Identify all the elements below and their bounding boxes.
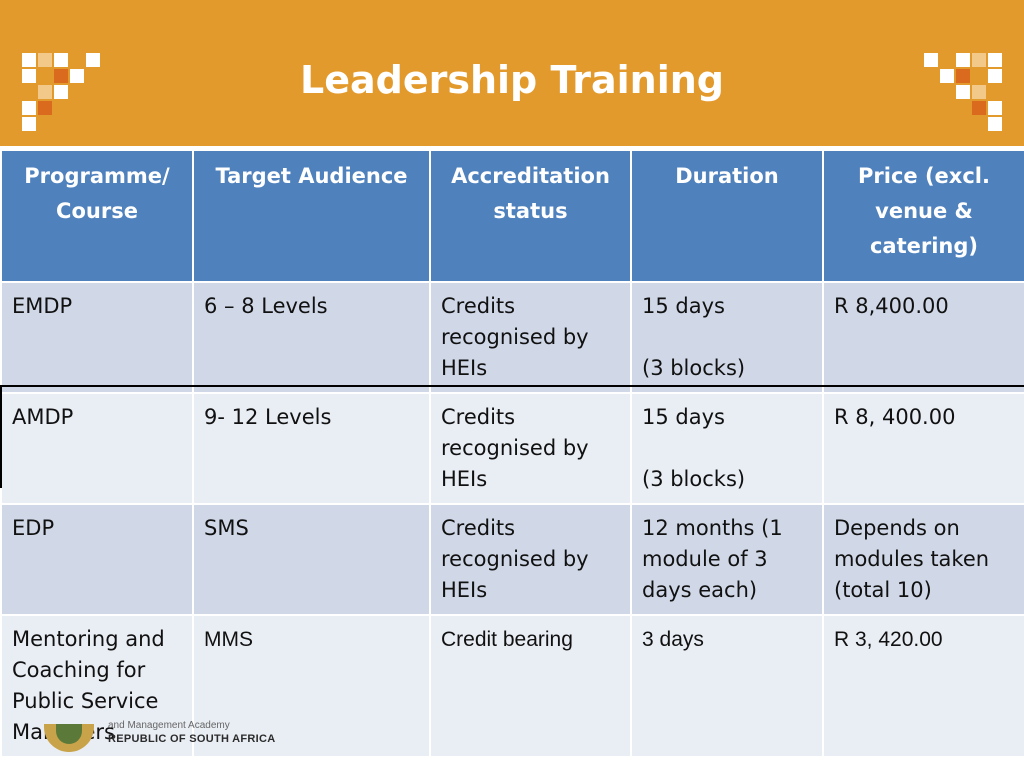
- table-row: AMDP 9- 12 Levels Credits recognised by …: [0, 392, 1024, 505]
- cell-price: Depends on modules taken (total 10): [822, 503, 1024, 616]
- header-target-audience: Target Audience: [192, 149, 431, 283]
- cell-programme: EMDP: [0, 281, 194, 394]
- cell-audience: 9- 12 Levels: [192, 392, 431, 505]
- row-divider-vertical: [0, 385, 2, 488]
- cell-duration: 3 days: [630, 614, 824, 758]
- footer-org: and Management Academy REPUBLIC OF SOUTH…: [108, 720, 276, 746]
- duration-note: (3 blocks): [642, 356, 746, 380]
- training-table: Programme/ Course Target Audience Accred…: [0, 149, 1024, 758]
- cell-audience: 6 – 8 Levels: [192, 281, 431, 394]
- cell-duration: 15 days (3 blocks): [630, 281, 824, 394]
- cell-price: R 8,400.00: [822, 281, 1024, 394]
- table-header-row: Programme/ Course Target Audience Accred…: [0, 149, 1024, 283]
- cell-duration: 12 months (1 module of 3 days each): [630, 503, 824, 616]
- table-row: Mentoring and Coaching for Public Servic…: [0, 614, 1024, 758]
- title-banner: [0, 0, 1024, 146]
- cell-programme: EDP: [0, 503, 194, 616]
- row-divider: [0, 385, 1024, 387]
- cell-accreditation: Credits recognised by HEIs: [429, 503, 632, 616]
- table-row: EMDP 6 – 8 Levels Credits recognised by …: [0, 281, 1024, 394]
- duration-note: (3 blocks): [642, 467, 746, 491]
- header-price: Price (excl. venue & catering): [822, 149, 1024, 283]
- header-duration: Duration: [630, 149, 824, 283]
- cell-price: R 3, 420.00: [822, 614, 1024, 758]
- cell-accreditation: Credits recognised by HEIs: [429, 281, 632, 394]
- header-programme: Programme/ Course: [0, 149, 194, 283]
- cell-programme: Mentoring and Coaching for Public Servic…: [0, 614, 194, 758]
- cell-accreditation: Credits recognised by HEIs: [429, 392, 632, 505]
- cell-audience: MMS: [192, 614, 431, 758]
- table-row: EDP SMS Credits recognised by HEIs 12 mo…: [0, 503, 1024, 616]
- duration-text: 15 days: [642, 294, 725, 318]
- cell-price: R 8, 400.00: [822, 392, 1024, 505]
- slide-title: Leadership Training: [300, 58, 724, 102]
- cell-duration: 15 days (3 blocks): [630, 392, 824, 505]
- header-accreditation: Accreditation status: [429, 149, 632, 283]
- duration-text: 15 days: [642, 405, 725, 429]
- cell-audience: SMS: [192, 503, 431, 616]
- footer-country: REPUBLIC OF SOUTH AFRICA: [108, 733, 276, 745]
- footer-org-line: and Management Academy: [108, 720, 230, 731]
- cell-programme: AMDP: [0, 392, 194, 505]
- cell-accreditation: Credit bearing: [429, 614, 632, 758]
